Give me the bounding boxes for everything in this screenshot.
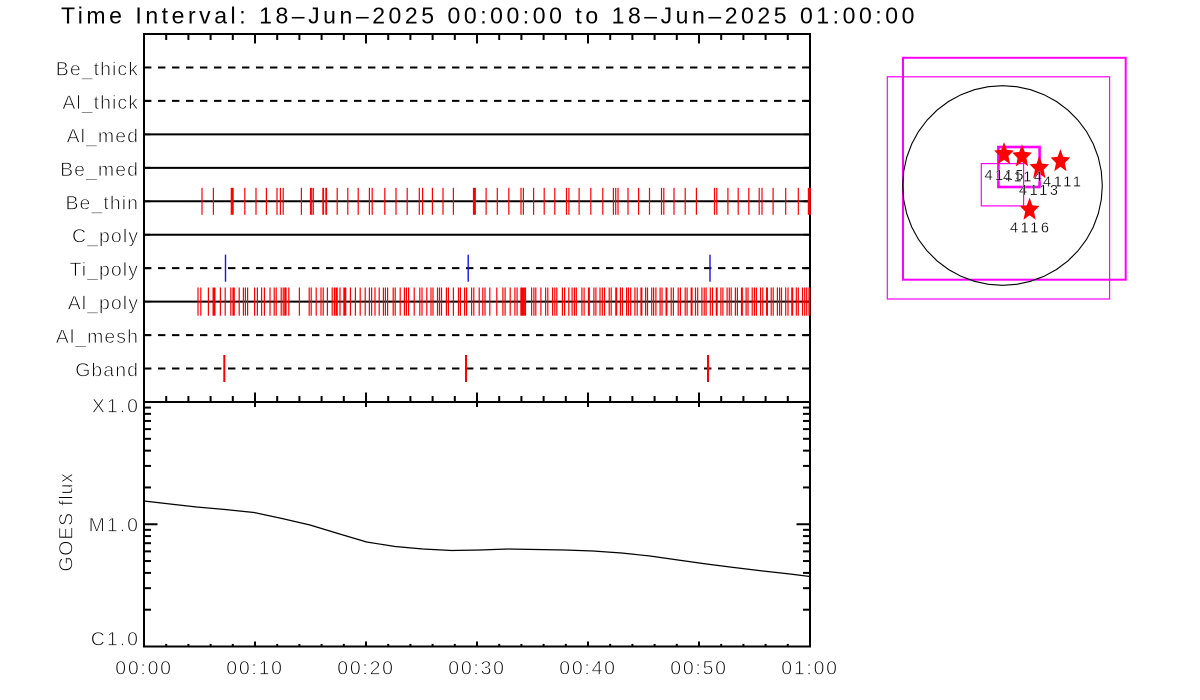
svg-text:4111: 4111 bbox=[1043, 175, 1084, 191]
svg-text:Al_mesh: Al_mesh bbox=[56, 326, 139, 348]
svg-text:Gband: Gband bbox=[75, 360, 139, 382]
svg-text:00:30: 00:30 bbox=[448, 657, 506, 679]
svg-text:Be_thin: Be_thin bbox=[66, 192, 140, 214]
svg-text:Al_med: Al_med bbox=[67, 125, 139, 147]
svg-text:4113: 4113 bbox=[1019, 183, 1061, 199]
svg-text:M1.0: M1.0 bbox=[89, 515, 140, 537]
svg-text:Be_thick: Be_thick bbox=[56, 58, 139, 80]
svg-text:Al_thick: Al_thick bbox=[62, 92, 139, 114]
svg-text:C_poly: C_poly bbox=[72, 226, 139, 248]
svg-text:X1.0: X1.0 bbox=[92, 396, 140, 418]
svg-text:00:20: 00:20 bbox=[337, 657, 395, 679]
svg-text:Be_med: Be_med bbox=[60, 159, 139, 181]
svg-text:GOES flux: GOES flux bbox=[56, 472, 78, 571]
svg-text:Al_poly: Al_poly bbox=[68, 293, 139, 315]
svg-text:Time Interval: 18–Jun–2025 00:: Time Interval: 18–Jun–2025 00:00:00 to 1… bbox=[61, 3, 918, 29]
svg-text:Ti_poly: Ti_poly bbox=[70, 259, 140, 281]
svg-text:00:10: 00:10 bbox=[226, 657, 284, 679]
svg-text:4115: 4115 bbox=[985, 168, 1027, 184]
svg-text:00:40: 00:40 bbox=[559, 657, 617, 679]
svg-text:01:00: 01:00 bbox=[781, 657, 839, 679]
svg-text:C1.0: C1.0 bbox=[91, 629, 140, 651]
svg-text:4114: 4114 bbox=[1003, 170, 1045, 186]
svg-text:00:50: 00:50 bbox=[670, 657, 728, 679]
svg-text:00:00: 00:00 bbox=[115, 657, 173, 679]
svg-text:4116: 4116 bbox=[1010, 221, 1052, 237]
